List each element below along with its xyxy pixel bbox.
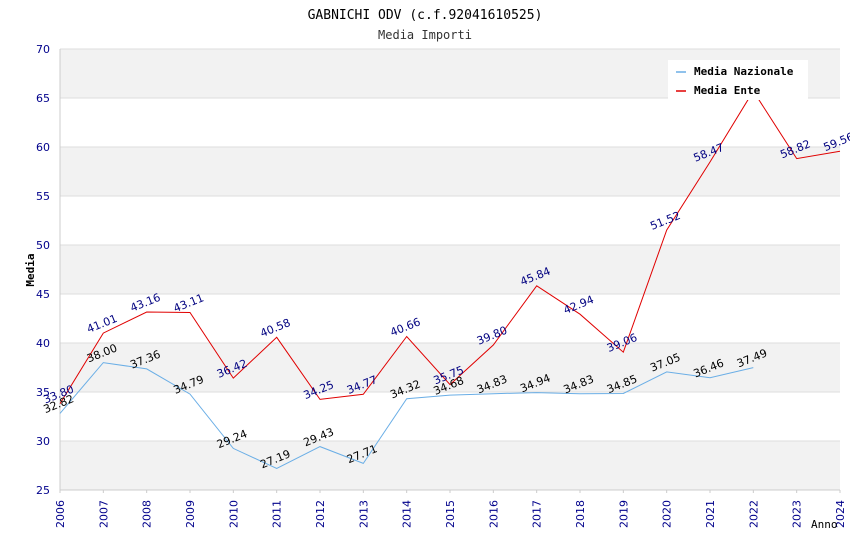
x-tick-label: 2016: [487, 500, 500, 528]
legend-box: [668, 60, 808, 100]
legend-label-ente: Media Ente: [694, 84, 761, 97]
x-tick-label: 2007: [97, 500, 110, 528]
data-label: 43.11: [172, 291, 206, 315]
data-label: 41.01: [85, 312, 119, 336]
data-label: 40.66: [388, 315, 422, 339]
y-tick-label: 35: [36, 386, 50, 399]
data-label: 51.52: [648, 209, 682, 233]
y-tick-label: 40: [36, 337, 50, 350]
y-tick-label: 70: [36, 43, 50, 56]
x-tick-label: 2022: [747, 500, 760, 528]
x-tick-label: 2012: [314, 500, 327, 528]
x-axis-ticks: 2006 2007 2008 2009 2010 2011 2012 2013 2014 2015…: [54, 490, 847, 528]
grid-band: [60, 343, 840, 392]
legend: Media Nazionale Media Ente: [668, 60, 808, 100]
y-axis-label: Media: [24, 253, 37, 286]
chart-title: GABNICHI ODV (c.f.92041610525): [308, 8, 543, 23]
x-axis-label: Anno: [811, 518, 838, 531]
x-tick-label: 2018: [574, 500, 587, 528]
background-bands: [60, 49, 840, 490]
x-tick-label: 2021: [704, 500, 717, 528]
x-tick-label: 2020: [661, 500, 674, 528]
y-tick-label: 25: [36, 484, 50, 497]
y-tick-label: 55: [36, 190, 50, 203]
legend-label-nazionale: Media Nazionale: [694, 65, 794, 78]
grid-band: [60, 245, 840, 294]
x-tick-label: 2011: [271, 500, 284, 528]
x-tick-label: 2008: [141, 500, 154, 528]
y-tick-label: 45: [36, 288, 50, 301]
grid-band: [60, 147, 840, 196]
x-tick-label: 2014: [401, 500, 414, 528]
y-tick-label: 60: [36, 141, 50, 154]
series-lines: [59, 90, 841, 470]
x-tick-label: 2023: [791, 500, 804, 528]
x-tick-label: 2019: [617, 500, 630, 528]
x-tick-label: 2009: [184, 500, 197, 528]
y-tick-label: 30: [36, 435, 50, 448]
x-tick-label: 2024: [834, 500, 847, 528]
x-tick-label: 2006: [54, 500, 67, 528]
data-label: 40.58: [258, 316, 292, 340]
x-tick-label: 2017: [531, 500, 544, 528]
chart-subtitle: Media Importi: [378, 28, 472, 42]
series-line-nazionale: [59, 362, 754, 470]
gridlines: [60, 48, 840, 491]
y-tick-label: 65: [36, 92, 50, 105]
grid-band: [60, 441, 840, 490]
x-tick-label: 2013: [357, 500, 370, 528]
x-tick-label: 2010: [227, 500, 240, 528]
x-tick-label: 2015: [444, 500, 457, 528]
y-axis-ticks: 25 30 35 40 45 50 55 60 65 70: [36, 43, 50, 497]
y-tick-label: 50: [36, 239, 50, 252]
